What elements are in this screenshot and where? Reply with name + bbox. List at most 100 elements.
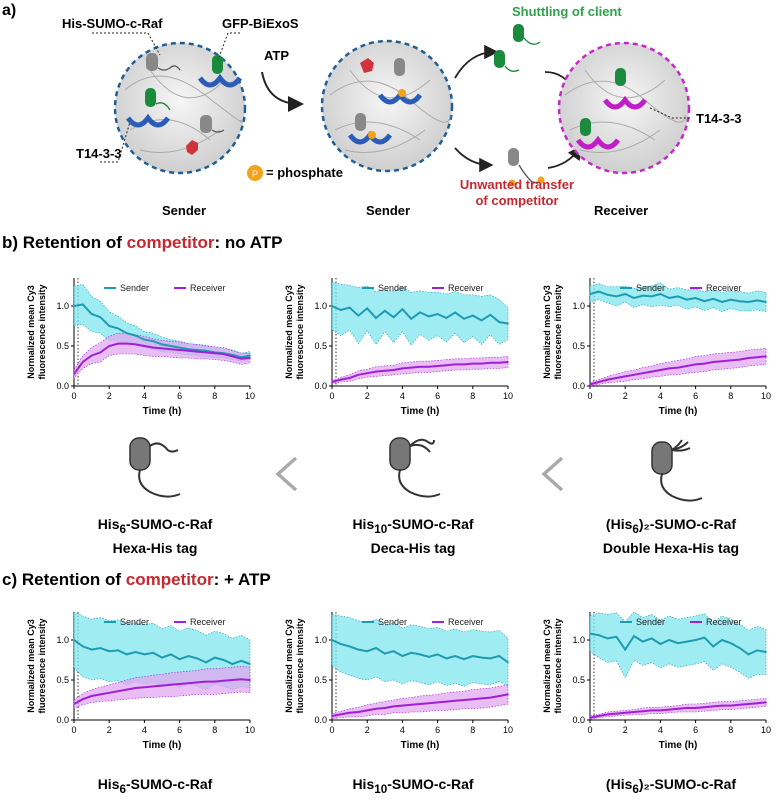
data-point-receiver (161, 347, 163, 350)
data-point-receiver (419, 703, 421, 705)
data-point-sender (99, 316, 102, 318)
data-point-sender (170, 345, 172, 347)
chart-svg: 0.0 0.5 1.0 0 2 4 6 8 10 Time (h) Normalized mean … (542, 611, 771, 751)
data-point-sender (348, 645, 351, 648)
data-point-sender (178, 346, 181, 349)
y-tick-label: 0.5 (56, 341, 69, 351)
data-point-sender (375, 317, 377, 319)
legend-label-sender: Sender (636, 283, 665, 293)
section-c-prefix: Retention of (21, 570, 126, 589)
data-point-sender (410, 652, 412, 654)
data-point-receiver (161, 684, 163, 687)
data-point-sender (348, 306, 351, 309)
data-point-sender (143, 653, 146, 656)
data-point-sender (161, 656, 163, 659)
data-point-sender (677, 642, 679, 644)
legend-label-sender: Sender (120, 283, 149, 293)
x-tick-label: 6 (693, 391, 698, 401)
data-point-sender (196, 657, 198, 660)
data-point-receiver (489, 362, 492, 364)
data-point-receiver (222, 680, 225, 682)
data-point-sender (498, 321, 500, 323)
data-point-receiver (205, 351, 207, 354)
data-point-sender (489, 657, 492, 660)
data-point-receiver (747, 703, 750, 705)
label-gfp-biexos: GFP-BiExoS (222, 16, 299, 31)
data-point-receiver (730, 704, 732, 707)
competitor-protein (146, 53, 158, 71)
y-tick-label: 1.0 (56, 635, 69, 645)
legend-label-receiver: Receiver (190, 283, 226, 293)
data-point-sender (747, 301, 750, 303)
data-point-receiver (401, 367, 404, 370)
data-point-receiver (747, 357, 750, 359)
data-point-receiver (642, 710, 644, 712)
data-point-receiver (756, 702, 758, 704)
data-point-receiver (677, 366, 679, 369)
chart-c-his10: 0.0 0.5 1.0 0 2 4 6 8 10 Time (h) Normalized mean … (276, 606, 516, 756)
x-tick-label: 0 (71, 725, 76, 735)
data-point-receiver (143, 686, 146, 688)
data-point-receiver (650, 370, 653, 373)
data-point-sender (187, 655, 190, 657)
data-point-sender (480, 656, 483, 659)
data-point-receiver (331, 715, 333, 717)
data-point-receiver (152, 685, 154, 688)
data-point-receiver (454, 363, 456, 366)
data-point-sender (419, 653, 421, 656)
data-point-receiver (472, 362, 474, 365)
data-point-sender (340, 643, 342, 645)
construct-icon-his10 (389, 437, 441, 498)
data-point-sender (401, 308, 404, 310)
data-point-receiver (170, 348, 172, 350)
x-tick-label: 2 (107, 391, 112, 401)
phosphate-symbol: P (252, 169, 258, 179)
legend-label-receiver: Receiver (706, 283, 742, 293)
data-point-sender (384, 652, 386, 655)
x-tick-label: 8 (212, 725, 217, 735)
x-tick-label: 0 (587, 391, 592, 401)
legend-label-receiver: Receiver (448, 283, 484, 293)
data-point-sender (90, 648, 93, 651)
y-tick-label: 1.0 (572, 635, 585, 645)
data-point-receiver (170, 684, 172, 686)
data-point-receiver (214, 680, 216, 683)
x-tick-label: 4 (658, 725, 663, 735)
data-point-sender (170, 653, 172, 656)
label-unwanted-2: of competitor (475, 193, 559, 208)
y-axis-label: fluorescence intensity (295, 284, 305, 379)
data-point-receiver (463, 699, 465, 701)
data-point-receiver (730, 359, 732, 362)
data-point-sender (436, 653, 439, 656)
y-axis-label: fluorescence intensity (37, 284, 47, 379)
data-point-sender (454, 655, 456, 657)
data-point-receiver (507, 693, 509, 696)
data-point-receiver (659, 709, 662, 712)
data-point-receiver (392, 705, 395, 708)
x-axis-label: Time (h) (401, 406, 440, 417)
data-point-receiver (436, 701, 439, 704)
data-point-sender (463, 318, 465, 320)
x-tick-label: 4 (400, 391, 405, 401)
data-point-receiver (694, 707, 697, 709)
data-point-sender (633, 297, 635, 299)
data-point-receiver (73, 703, 75, 705)
x-axis-label: Time (h) (659, 740, 698, 751)
data-point-receiver (445, 364, 448, 366)
data-point-sender (375, 647, 377, 649)
data-point-receiver (589, 383, 591, 386)
panel-a-schematic: P (92, 24, 691, 187)
construct-icon-his6 (129, 437, 181, 498)
data-point-sender (117, 649, 119, 652)
data-point-receiver (384, 370, 386, 372)
x-tick-label: 6 (435, 391, 440, 401)
chevron-left-icon (541, 456, 564, 492)
data-point-receiver (348, 712, 351, 714)
data-point-receiver (178, 349, 181, 351)
y-tick-label: 0.5 (572, 675, 585, 685)
data-point-receiver (384, 707, 386, 709)
data-point-sender (357, 314, 360, 317)
data-point-receiver (668, 708, 670, 711)
data-point-sender (82, 303, 84, 306)
data-point-sender (73, 305, 75, 307)
